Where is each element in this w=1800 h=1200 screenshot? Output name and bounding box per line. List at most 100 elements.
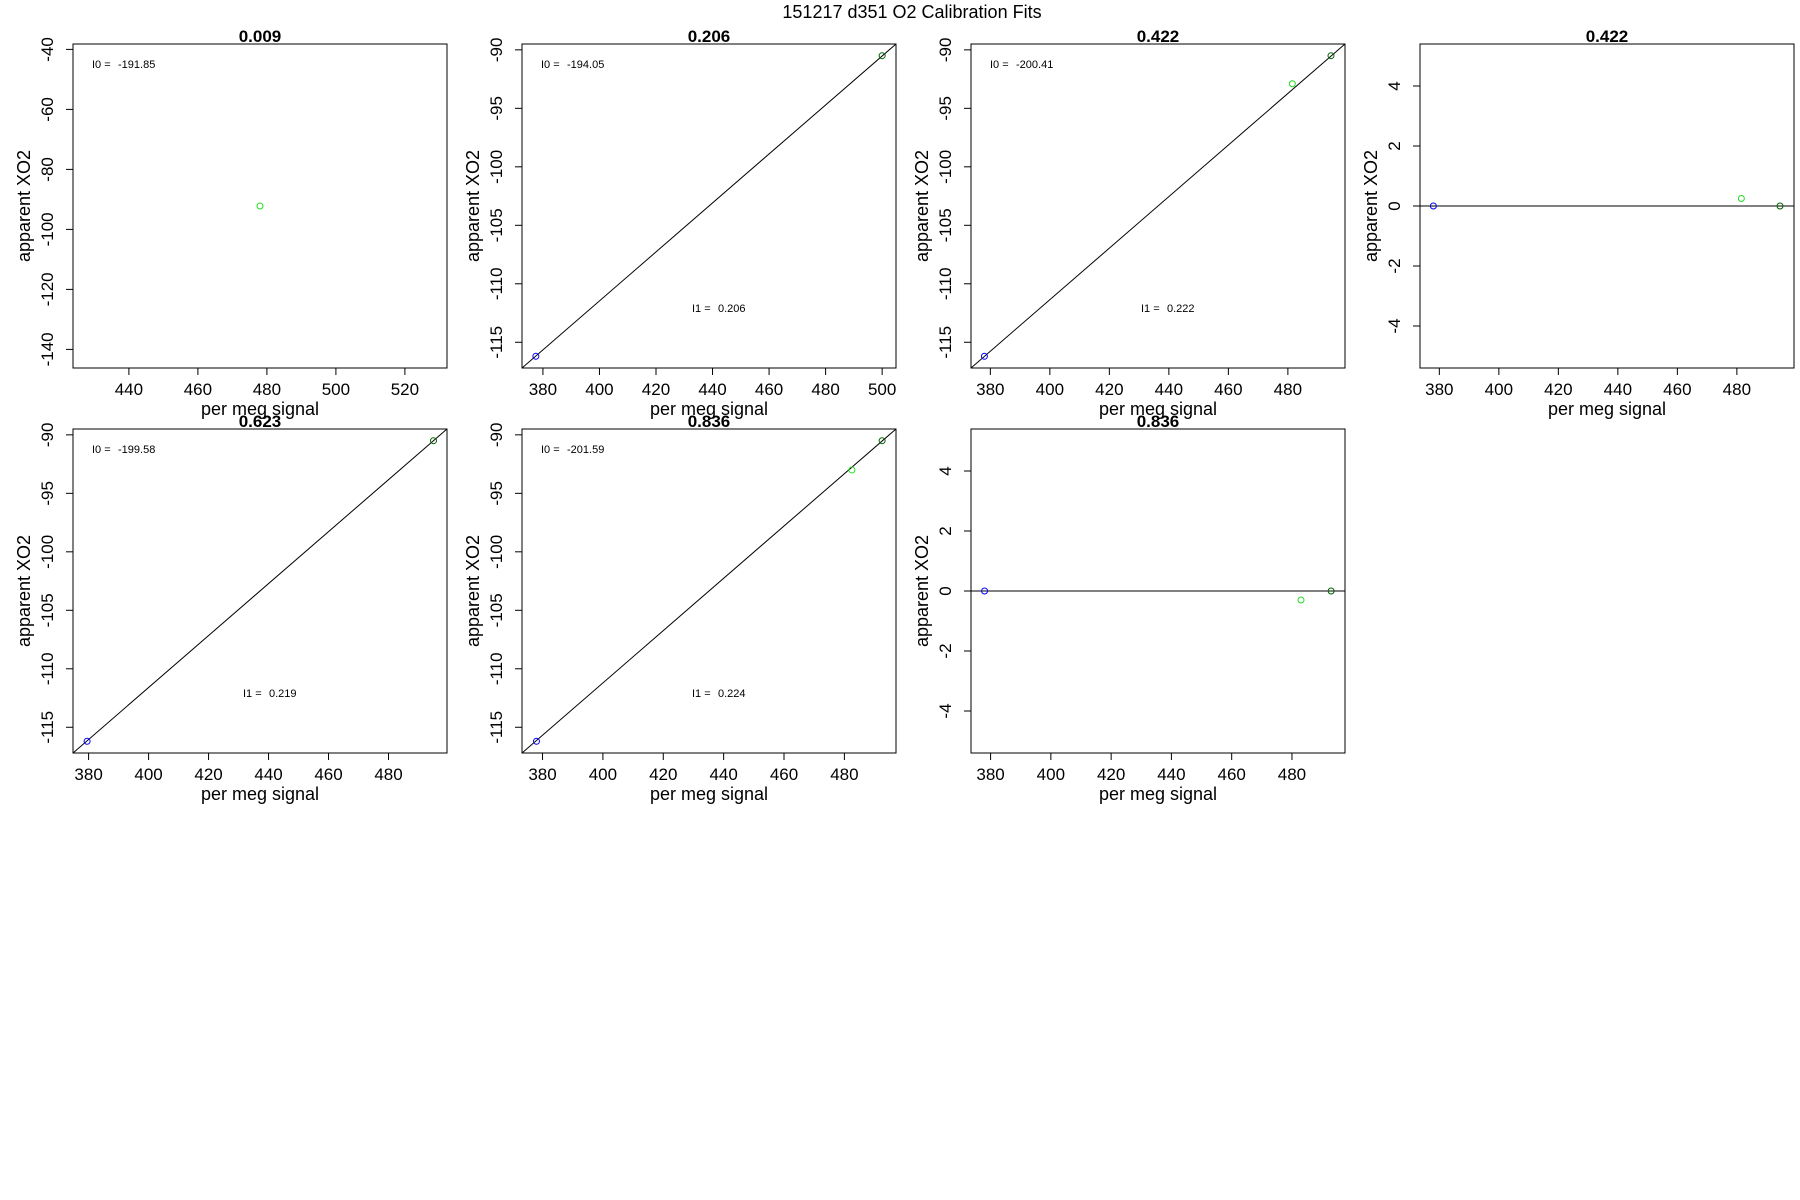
x-tick-label: 380 <box>529 380 557 399</box>
x-tick-label: 400 <box>134 765 162 784</box>
data-point <box>1776 202 1784 210</box>
y-tick-label: -95 <box>936 96 955 121</box>
x-axis-label: per meg signal <box>1099 784 1217 804</box>
fit-line <box>73 429 447 753</box>
x-tick-label: 440 <box>115 380 143 399</box>
y-tick-label: -2 <box>1385 258 1404 273</box>
panel-5: 380 400 420 440 460 480 -90 -95 -100 -105 -110 -115… <box>14 412 448 804</box>
y-tick-label: -105 <box>38 593 57 627</box>
x-tick-label: 420 <box>1544 380 1572 399</box>
panel-2: 380 400 420 440 460 480 500 -90 -95 -100 -105 -110 -… <box>463 27 897 419</box>
data-point <box>430 437 438 445</box>
x-tick-label: 420 <box>1097 765 1125 784</box>
y-tick-label: -4 <box>1385 318 1404 333</box>
y-tick-label: -105 <box>487 593 506 627</box>
x-tick-label: 460 <box>1217 765 1245 784</box>
panel-3: 380 400 420 440 460 480 -90 -95 -100 -105 -110 -115… <box>912 27 1346 419</box>
y-tick-label: -4 <box>936 703 955 718</box>
x-tick-label: 460 <box>314 765 342 784</box>
x-tick-label: 440 <box>1157 765 1185 784</box>
x-tick-label: 400 <box>585 380 613 399</box>
panel-title: 0.422 <box>1586 27 1629 46</box>
panel-title: 0.206 <box>688 27 731 46</box>
data-point <box>1288 80 1296 88</box>
x-axis-label: per meg signal <box>1099 399 1217 419</box>
x-tick-label: 420 <box>649 765 677 784</box>
panel-title: 0.836 <box>1137 412 1180 431</box>
y-tick-label: -100 <box>936 150 955 184</box>
data-point <box>256 202 264 210</box>
x-tick-label: 400 <box>1485 380 1513 399</box>
annotation-i0-label: I0 = <box>92 59 111 71</box>
data-point <box>980 352 988 360</box>
plot-frame <box>72 428 448 754</box>
data-point <box>532 737 540 745</box>
data-point <box>878 437 886 445</box>
x-tick-label: 440 <box>254 765 282 784</box>
annotation-i0-label: I0 = <box>92 444 111 456</box>
x-tick-label: 380 <box>74 765 102 784</box>
y-tick-label: -110 <box>487 267 506 300</box>
y-tick-label: -110 <box>936 267 955 300</box>
data-point <box>1327 52 1335 60</box>
y-axis-label: apparent XO2 <box>463 535 483 647</box>
x-tick-label: 480 <box>374 765 402 784</box>
x-tick-label: 420 <box>194 765 222 784</box>
y-tick-label: 2 <box>936 526 955 535</box>
x-tick-label: 380 <box>976 765 1004 784</box>
x-axis-label: per meg signal <box>1548 399 1666 419</box>
x-tick-label: 420 <box>642 380 670 399</box>
data-point <box>1297 596 1305 604</box>
annotation-i1-label: I1 = <box>1141 303 1160 315</box>
y-tick-label: -120 <box>38 272 57 306</box>
panel-title: 0.422 <box>1137 27 1180 46</box>
y-axis-label: apparent XO2 <box>912 150 932 262</box>
y-tick-label: -40 <box>38 37 57 62</box>
annotation-i0-value: -201.59 <box>567 444 604 456</box>
x-tick-label: 500 <box>868 380 896 399</box>
x-tick-label: 440 <box>1155 380 1183 399</box>
x-tick-label: 460 <box>1214 380 1242 399</box>
x-tick-label: 380 <box>976 380 1004 399</box>
data-point <box>83 737 91 745</box>
x-tick-label: 400 <box>1037 765 1065 784</box>
y-tick-label: -80 <box>38 157 57 182</box>
data-point <box>532 352 540 360</box>
annotation-i0-value: -194.05 <box>567 59 604 71</box>
y-tick-label: 4 <box>1385 81 1404 90</box>
y-tick-label: -95 <box>487 481 506 506</box>
plot-frame <box>970 43 1346 369</box>
y-axis-label: apparent XO2 <box>463 150 483 262</box>
y-tick-label: -90 <box>936 38 955 63</box>
y-tick-label: -90 <box>38 423 57 448</box>
y-tick-label: -90 <box>487 423 506 448</box>
y-tick-label: -110 <box>38 652 57 685</box>
data-point <box>1737 195 1745 202</box>
fit-line <box>522 429 896 753</box>
panel-title: 0.836 <box>688 412 731 431</box>
annotation-i1-value: 0.219 <box>269 688 297 700</box>
annotation-i1-value: 0.222 <box>1167 303 1195 315</box>
x-tick-label: 440 <box>709 765 737 784</box>
y-tick-label: -95 <box>38 481 57 506</box>
fit-line <box>971 44 1345 368</box>
panel-title: 0.009 <box>239 27 282 46</box>
annotation-i0-label: I0 = <box>541 59 560 71</box>
y-axis-label: apparent XO2 <box>14 150 34 262</box>
annotation-i0-value: -199.58 <box>118 444 155 456</box>
x-tick-label: 480 <box>1278 765 1306 784</box>
x-tick-label: 460 <box>770 765 798 784</box>
fit-line <box>522 44 896 368</box>
y-tick-label: -95 <box>487 96 506 121</box>
panels: 440 460 480 500 520-40-60-80-100-120-1400.00… <box>14 27 1795 804</box>
y-tick-label: -2 <box>936 643 955 658</box>
plot-frame <box>521 43 897 369</box>
plot-frame <box>72 43 448 369</box>
figure-title: 151217 d351 O2 Calibration Fits <box>782 2 1041 22</box>
x-tick-label: 460 <box>755 380 783 399</box>
annotation-i1-label: I1 = <box>243 688 262 700</box>
x-tick-label: 520 <box>391 380 419 399</box>
